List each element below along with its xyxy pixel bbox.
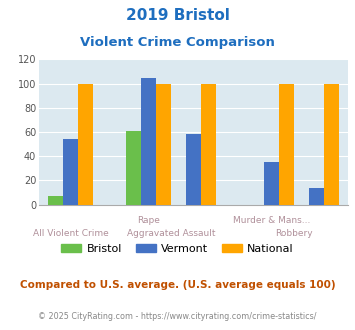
Bar <box>201 83 216 205</box>
Text: Robbery: Robbery <box>275 229 313 238</box>
Bar <box>126 131 141 205</box>
Text: Murder & Mans...: Murder & Mans... <box>233 216 311 225</box>
Text: Compared to U.S. average. (U.S. average equals 100): Compared to U.S. average. (U.S. average … <box>20 280 335 290</box>
Bar <box>63 139 78 205</box>
Bar <box>48 196 63 205</box>
Bar <box>279 83 294 205</box>
Bar <box>141 78 156 205</box>
Text: © 2025 CityRating.com - https://www.cityrating.com/crime-statistics/: © 2025 CityRating.com - https://www.city… <box>38 312 317 321</box>
Bar <box>324 83 339 205</box>
Bar <box>186 134 201 205</box>
Bar <box>156 83 171 205</box>
Text: Violent Crime Comparison: Violent Crime Comparison <box>80 37 275 50</box>
Text: All Violent Crime: All Violent Crime <box>33 229 108 238</box>
Text: Aggravated Assault: Aggravated Assault <box>127 229 215 238</box>
Bar <box>78 83 93 205</box>
Text: Rape: Rape <box>137 216 160 225</box>
Legend: Bristol, Vermont, National: Bristol, Vermont, National <box>57 240 298 259</box>
Bar <box>264 162 279 205</box>
Bar <box>309 188 324 205</box>
Text: 2019 Bristol: 2019 Bristol <box>126 9 229 23</box>
